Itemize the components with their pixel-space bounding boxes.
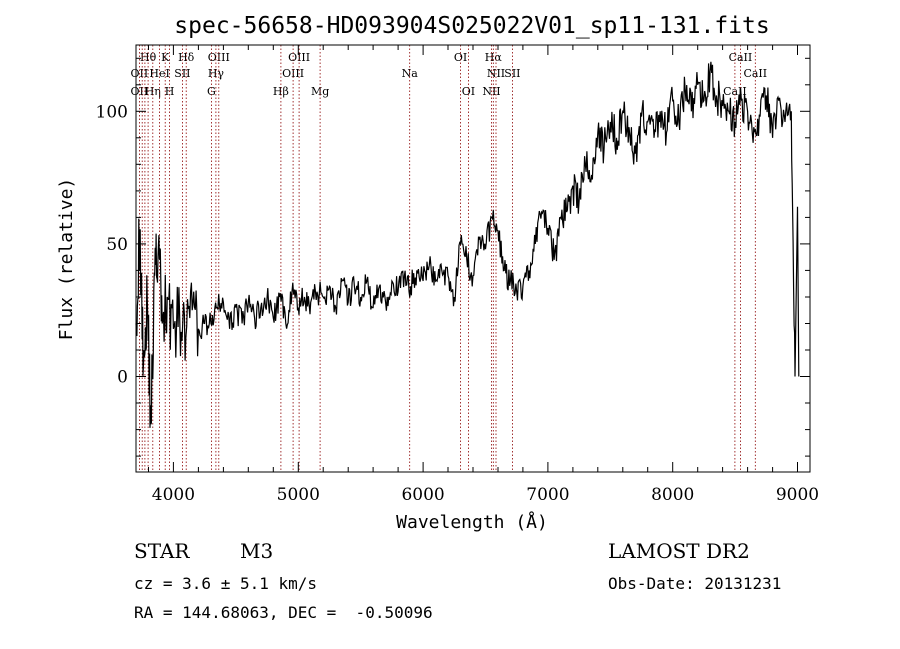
axis-ticks: 4000 5000 6000 7000 8000 9000 0 50 100 [96, 45, 819, 505]
object-class: STAR [134, 539, 190, 563]
subclass: M3 [240, 539, 274, 563]
line-label: OIII [208, 51, 230, 64]
line-label: Hθ [140, 51, 157, 64]
survey-name: LAMOST DR2 [608, 539, 750, 563]
x-tick-label: 8000 [651, 485, 694, 505]
spectrum-line [135, 61, 800, 428]
x-tick-label: 5000 [277, 485, 320, 505]
line-label: CaII [729, 51, 753, 64]
obs-date: Obs-Date: 20131231 [608, 574, 782, 593]
line-label: OIII [288, 51, 310, 64]
y-tick-label: 0 [117, 368, 128, 388]
coordinates: RA = 144.68063, DEC = -0.50096 [134, 603, 433, 622]
redshift-info: cz = 3.6 ± 5.1 km/s [134, 574, 318, 593]
line-label: Hα [485, 51, 503, 64]
x-tick-label: 9000 [776, 485, 819, 505]
x-tick-label: 4000 [152, 485, 195, 505]
x-axis-label: Wavelength (Å) [396, 511, 548, 533]
x-tick-label: 7000 [526, 485, 569, 505]
y-tick-label: 100 [96, 102, 128, 122]
y-axis-label: Flux (relative) [56, 178, 77, 341]
line-label: OI [454, 51, 467, 64]
line-label: K [161, 51, 170, 64]
x-tick-label: 6000 [401, 485, 444, 505]
chart-title: spec-56658-HD093904S025022V01_sp11-131.f… [174, 13, 769, 39]
line-markers [138, 45, 756, 472]
line-label: Hδ [178, 51, 195, 64]
y-tick-label: 50 [106, 235, 128, 255]
plot-frame [135, 44, 811, 473]
